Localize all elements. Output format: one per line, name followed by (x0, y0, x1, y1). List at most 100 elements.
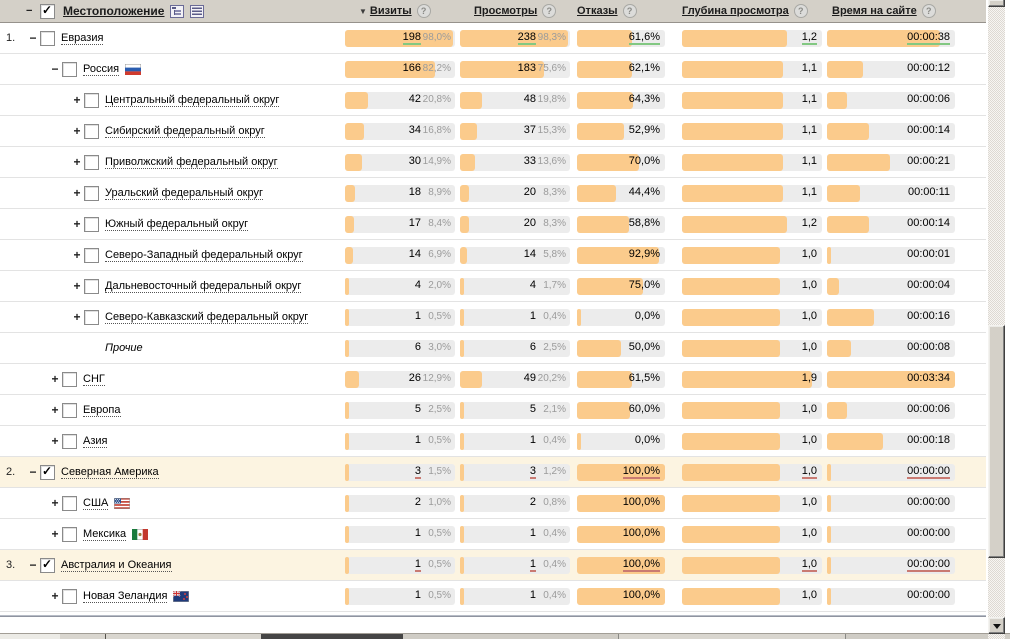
expand-toggle[interactable]: + (51, 372, 59, 386)
vertical-scrollbar[interactable] (988, 0, 1005, 639)
visits-bar: 26 12,9% (345, 370, 455, 388)
time-bar-fill (827, 91, 848, 109)
list-view-icon[interactable] (190, 4, 205, 18)
expand-toggle[interactable]: + (73, 186, 81, 200)
footer-strip-segment (619, 634, 846, 639)
location-link[interactable]: Уральский федеральный округ (105, 186, 264, 200)
row-checkbox[interactable] (62, 402, 77, 418)
depth-bar: 1,0 (682, 339, 822, 357)
help-icon[interactable]: ? (542, 4, 557, 18)
depth-value: 1,0 (801, 340, 817, 353)
row-checkbox[interactable] (62, 371, 77, 387)
expand-toggle[interactable]: + (51, 496, 59, 510)
expand-toggle[interactable]: − (29, 558, 37, 572)
help-icon[interactable]: ? (793, 4, 808, 18)
expand-toggle[interactable]: − (51, 62, 59, 76)
location-link[interactable]: Северная Америка (61, 465, 159, 479)
row-checkbox[interactable] (40, 464, 55, 480)
visits-header-link[interactable]: Визиты (369, 5, 412, 17)
views-value: 238 (517, 30, 536, 45)
row-checkbox[interactable] (62, 61, 77, 77)
expand-toggle[interactable]: − (29, 465, 37, 479)
expand-toggle[interactable]: + (51, 527, 59, 541)
visits-bar: 1 0,5% (345, 556, 455, 574)
depth-header-link[interactable]: Глубина просмотра (682, 5, 789, 17)
row-checkbox[interactable] (62, 526, 77, 542)
views-value: 6 (529, 340, 536, 353)
expand-toggle[interactable]: + (51, 403, 59, 417)
row-checkbox[interactable] (84, 309, 99, 325)
expand-toggle[interactable]: + (73, 155, 81, 169)
scrollbar-thumb[interactable] (988, 325, 1005, 558)
location-link[interactable]: Азия (83, 434, 108, 448)
footer-strip-segment (106, 634, 261, 639)
depth-bar: 1,1 (682, 184, 822, 202)
location-link[interactable]: Австралия и Океания (61, 558, 172, 572)
row-checkbox[interactable] (40, 557, 55, 573)
location-link[interactable]: Южный федеральный округ (105, 217, 249, 231)
views-percent: 20,2% (537, 372, 566, 384)
location-link[interactable]: США (83, 496, 109, 510)
location-link[interactable]: Евразия (61, 31, 104, 45)
views-header-link[interactable]: Просмотры (474, 5, 538, 17)
row-checkbox[interactable] (62, 495, 77, 511)
location-cell: + Северо-Кавказский федеральный округ (0, 309, 344, 325)
help-icon[interactable]: ? (622, 4, 637, 18)
location-link[interactable]: Мексика (83, 527, 127, 541)
row-checkbox[interactable] (84, 92, 99, 108)
scroll-down-button[interactable] (988, 617, 1005, 634)
time-header-link[interactable]: Время на сайте (832, 5, 917, 17)
time-value: 00:00:06 (907, 92, 950, 105)
help-icon[interactable]: ? (416, 4, 431, 18)
row-checkbox[interactable] (62, 588, 77, 604)
bounce-value: 70,0% (628, 154, 660, 167)
depth-bar-fill (682, 184, 783, 202)
expand-toggle[interactable]: + (73, 248, 81, 262)
row-checkbox[interactable] (62, 433, 77, 449)
location-link[interactable]: Приволжский федеральный округ (105, 155, 278, 169)
footer-strip-segment (403, 634, 619, 639)
location-link[interactable]: Центральный федеральный округ (105, 93, 280, 107)
bounce-bar: 0,0% (577, 308, 665, 326)
location-link[interactable]: Новая Зеландия (83, 589, 168, 603)
location-link[interactable]: СНГ (83, 372, 105, 386)
expand-toggle[interactable]: + (73, 217, 81, 231)
location-link[interactable]: Сибирский федеральный округ (105, 124, 265, 138)
select-all-checkbox[interactable] (40, 3, 55, 19)
scroll-up-button[interactable] (988, 0, 1005, 7)
row-checkbox[interactable] (84, 278, 99, 294)
row-checkbox[interactable] (84, 216, 99, 232)
location-link[interactable]: Россия (83, 62, 120, 76)
column-header-bounce: Отказы ? (577, 4, 665, 18)
expand-toggle[interactable]: + (73, 279, 81, 293)
row-checkbox[interactable] (84, 247, 99, 263)
bounce-value: 62,1% (628, 61, 660, 74)
row-checkbox[interactable] (84, 154, 99, 170)
row-checkbox[interactable] (84, 185, 99, 201)
table-row: + Центральный федеральный округ 42 20,8%… (0, 85, 986, 116)
time-value: 00:00:00 (907, 557, 950, 572)
location-link[interactable]: Дальневосточный федеральный округ (105, 279, 302, 293)
collapse-all-toggle[interactable]: − (26, 5, 33, 17)
row-checkbox[interactable] (40, 30, 55, 46)
expand-toggle[interactable]: + (51, 434, 59, 448)
depth-bar-fill (682, 60, 783, 78)
help-icon[interactable]: ? (921, 4, 936, 18)
expand-toggle[interactable]: + (73, 310, 81, 324)
location-link[interactable]: Северо-Западный федеральный округ (105, 248, 303, 262)
bounce-header-link[interactable]: Отказы (577, 5, 618, 17)
views-value: 20 (523, 216, 536, 229)
location-column-header[interactable]: Местоположение (63, 4, 165, 18)
expand-toggle[interactable]: − (29, 31, 37, 45)
row-checkbox[interactable] (84, 123, 99, 139)
location-link[interactable]: Северо-Кавказский федеральный округ (105, 310, 309, 324)
tree-view-icon[interactable] (170, 4, 185, 18)
expand-toggle[interactable]: + (73, 124, 81, 138)
bounce-bar: 58,8% (577, 215, 665, 233)
visits-bar: 1 0,5% (345, 525, 455, 543)
expand-toggle[interactable]: + (73, 93, 81, 107)
location-link[interactable]: Европа (83, 403, 121, 417)
time-bar: 00:00:38 (827, 29, 955, 47)
expand-toggle[interactable]: + (51, 589, 59, 603)
